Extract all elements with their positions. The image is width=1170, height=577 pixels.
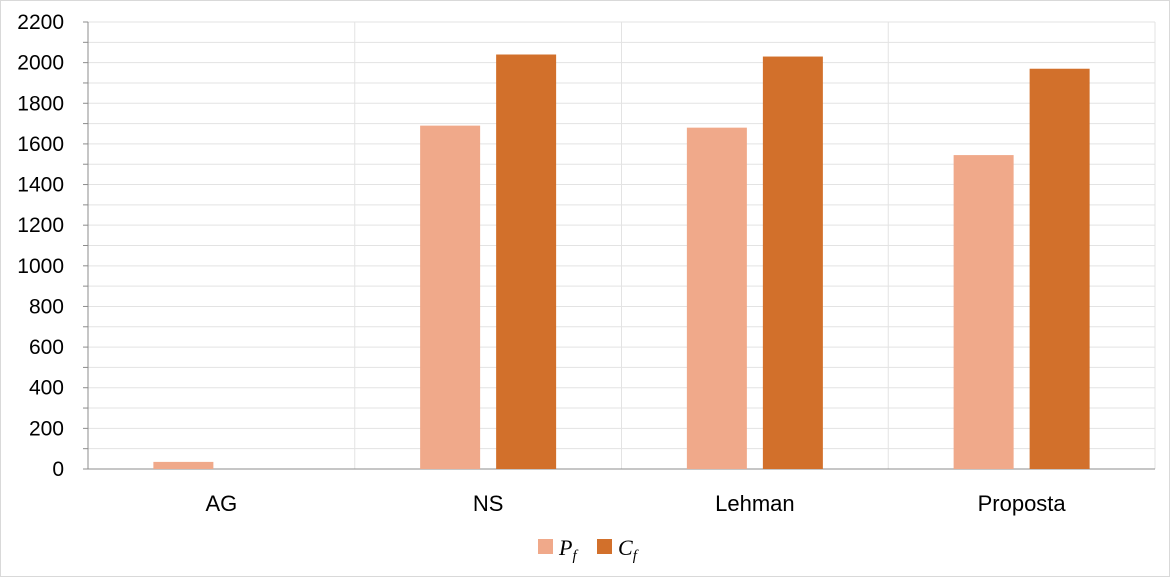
legend-label-subscript: f	[633, 548, 639, 564]
y-tick-label: 2000	[17, 52, 64, 75]
bar-pf-ns	[420, 125, 481, 469]
x-tick-label: NS	[473, 491, 504, 516]
y-tick-label: 0	[52, 458, 64, 481]
y-tick-label: 1200	[17, 214, 64, 237]
bar-pf-proposta	[953, 155, 1014, 469]
x-tick-label: Lehman	[715, 491, 795, 516]
y-tick-label: 600	[29, 336, 64, 359]
bar-pf-ag	[153, 461, 214, 469]
bar-cf-proposta	[1029, 68, 1090, 470]
legend-swatch	[538, 539, 553, 554]
bar-cf-lehman	[762, 56, 823, 470]
x-tick-label: AG	[205, 491, 237, 516]
y-tick-label: 200	[29, 417, 64, 440]
y-tick-label: 2200	[17, 11, 64, 34]
y-tick-label: 800	[29, 295, 64, 318]
bar-cf-ns	[496, 54, 557, 469]
y-tick-label: 1400	[17, 174, 64, 197]
y-tick-label: 1600	[17, 133, 64, 156]
y-tick-label: 400	[29, 377, 64, 400]
legend-swatch	[597, 539, 612, 554]
legend-label: Cf	[618, 535, 639, 564]
bar-pf-lehman	[686, 127, 747, 470]
legend-label: Pf	[558, 535, 578, 564]
y-tick-label: 1800	[17, 92, 64, 115]
y-tick-label: 1000	[17, 255, 64, 278]
x-tick-label: Proposta	[978, 491, 1067, 516]
legend-label-subscript: f	[572, 548, 578, 564]
